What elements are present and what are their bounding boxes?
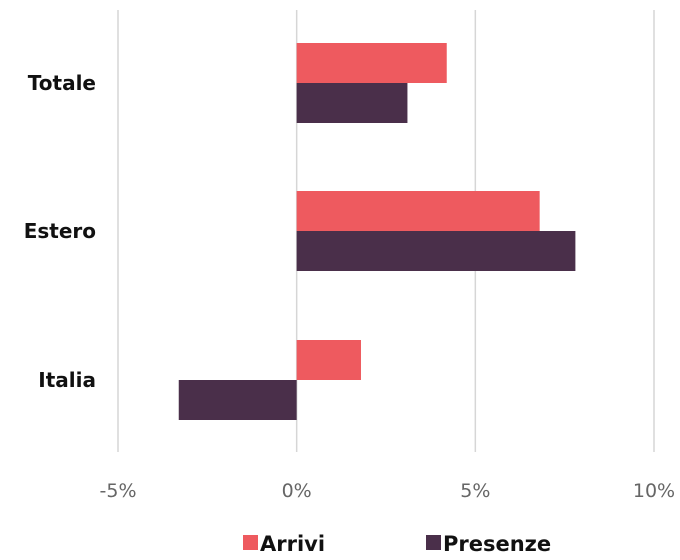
legend-label-presenze: Presenze <box>443 532 551 555</box>
category-label-italia: Italia <box>38 368 96 392</box>
category-label-estero: Estero <box>24 219 96 243</box>
x-tick-labels: -5% 0% 5% 10% <box>100 480 676 502</box>
bars <box>178 43 576 420</box>
legend-swatch-arrivi <box>243 535 258 550</box>
bar-arrivi-italia <box>296 340 361 380</box>
bar-presenze-totale <box>296 83 408 123</box>
bar-arrivi-estero <box>296 191 540 231</box>
legend-swatch-presenze <box>426 535 441 550</box>
bar-arrivi-totale <box>296 43 447 83</box>
category-labels: Totale Estero Italia <box>24 71 96 392</box>
bar-presenze-estero <box>296 231 576 271</box>
legend-label-arrivi: Arrivi <box>260 532 325 555</box>
x-tick-label: 10% <box>633 480 675 502</box>
x-tick-label: -5% <box>100 480 137 502</box>
legend: Arrivi Presenze <box>243 532 551 556</box>
category-label-totale: Totale <box>28 71 96 95</box>
x-tick-label: 0% <box>282 480 312 502</box>
bar-presenze-italia <box>178 380 297 420</box>
x-tick-label: 5% <box>460 480 490 502</box>
